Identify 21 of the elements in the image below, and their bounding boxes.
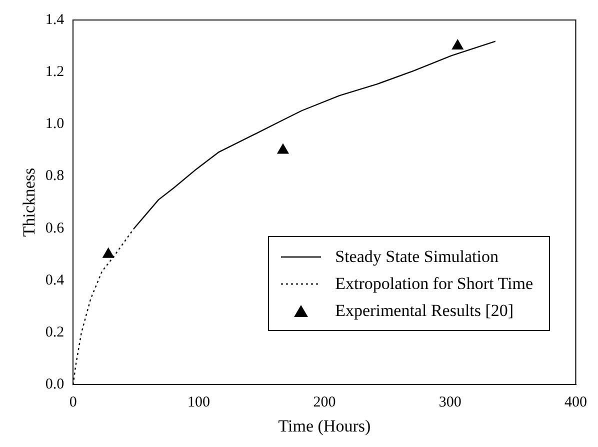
y-tick-label: 0.2: [45, 324, 64, 340]
y-tick-label: 0.8: [45, 168, 64, 184]
point: [102, 247, 114, 258]
y-tick-label: 0.6: [45, 220, 65, 236]
x-tick-label: 300: [438, 394, 462, 411]
x-tick-label: 0: [69, 394, 77, 411]
legend-label: Experimental Results [20]: [335, 300, 514, 322]
x-tick-label: 200: [313, 394, 336, 411]
legend-label: Extropolation for Short Time: [335, 273, 533, 295]
point: [452, 39, 464, 50]
x-axis-title: Time (Hours): [278, 416, 371, 436]
x-tick-label: 100: [188, 394, 210, 411]
point: [276, 143, 290, 154]
y-axis-title: Thickness: [20, 168, 39, 237]
y-tick-label: 0.4: [45, 272, 65, 288]
legend-label: Steady State Simulation: [335, 246, 499, 268]
x-tick-label: 400: [564, 394, 587, 411]
y-tick-label: 0.0: [45, 376, 64, 393]
y-tick-label: 1.4: [45, 12, 65, 28]
y-tick-label: 1.0: [45, 116, 64, 132]
y-tick-label: 1.2: [45, 64, 64, 80]
